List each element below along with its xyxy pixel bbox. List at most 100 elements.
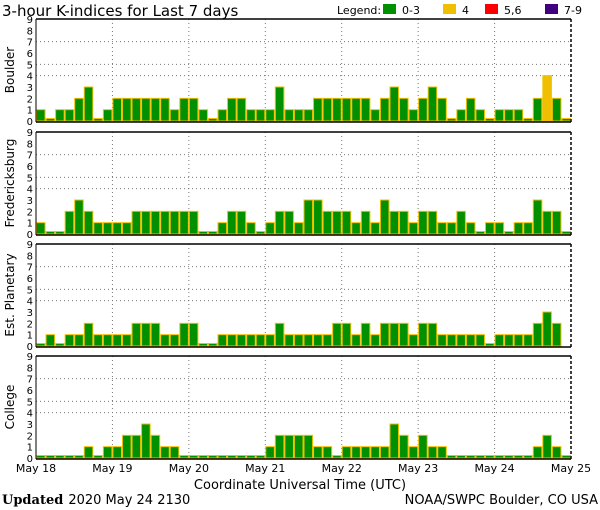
- bar: [293, 109, 304, 122]
- bar: [141, 322, 151, 347]
- bar: [93, 334, 103, 347]
- bar: [532, 199, 543, 235]
- bar: [446, 334, 457, 347]
- bar: [399, 434, 409, 459]
- bar: [303, 109, 314, 122]
- y-tick-label: 6: [27, 274, 33, 285]
- bar: [131, 210, 142, 235]
- x-tick-label: May 23: [398, 462, 438, 475]
- bar: [523, 455, 533, 459]
- bar: [513, 334, 524, 347]
- bar: [313, 446, 323, 459]
- bar: [437, 222, 447, 235]
- bar: [198, 455, 208, 459]
- y-tick-label: 8: [27, 26, 33, 37]
- bar: [227, 210, 237, 235]
- bar: [379, 322, 390, 347]
- bar: [427, 322, 438, 347]
- bar: [74, 97, 84, 122]
- bar: [465, 97, 476, 122]
- y-tick-label: 5: [27, 60, 33, 71]
- bar: [284, 210, 294, 235]
- bar: [284, 434, 294, 459]
- bar: [93, 455, 103, 459]
- bar: [36, 343, 46, 347]
- bar: [169, 109, 180, 122]
- bar: [45, 334, 56, 347]
- x-axis-label: Coordinate Universal Time (UTC): [194, 478, 406, 493]
- bar: [102, 109, 113, 122]
- y-tick-label: 3: [27, 83, 33, 94]
- bar: [169, 446, 180, 459]
- bar: [446, 118, 457, 122]
- bar: [236, 455, 247, 459]
- bar: [332, 97, 342, 122]
- y-tick-label: 8: [27, 363, 33, 374]
- bar: [150, 322, 161, 347]
- y-tick-label: 5: [27, 397, 33, 408]
- bar: [36, 109, 46, 122]
- y-tick-label: 2: [27, 94, 33, 105]
- bar: [45, 231, 56, 235]
- bar: [542, 311, 552, 347]
- bar: [303, 334, 314, 347]
- bar: [265, 222, 275, 235]
- bar: [370, 222, 380, 235]
- bar: [332, 322, 342, 347]
- y-tick-label: 0: [27, 454, 33, 465]
- bar: [265, 334, 275, 347]
- bar: [399, 210, 409, 235]
- bar: [341, 446, 352, 459]
- bar: [551, 322, 562, 347]
- bar: [45, 118, 56, 122]
- bar: [437, 334, 447, 347]
- legend-label-3: 7-9: [564, 4, 582, 17]
- bar: [93, 118, 103, 122]
- y-tick-label: 5: [27, 285, 33, 296]
- y-tick-label: 4: [27, 72, 33, 83]
- bar: [246, 334, 256, 347]
- y-tick-label: 8: [27, 139, 33, 150]
- updated-value: 2020 May 24 2130: [68, 493, 190, 508]
- bar: [379, 97, 390, 122]
- bar: [303, 199, 314, 235]
- bar: [532, 446, 543, 459]
- bar: [475, 334, 486, 347]
- bar: [150, 97, 161, 122]
- bar: [551, 97, 562, 122]
- bar: [475, 231, 486, 235]
- bar: [112, 334, 122, 347]
- y-tick-label: 0: [27, 342, 33, 353]
- y-tick-label: 1: [27, 219, 33, 230]
- bar: [274, 86, 285, 122]
- y-tick-label: 1: [27, 443, 33, 454]
- bar: [313, 199, 323, 235]
- x-tick-label: May 21: [245, 462, 285, 475]
- bar: [494, 109, 505, 122]
- bar: [446, 222, 457, 235]
- bar: [313, 97, 323, 122]
- updated-label: Updated: [2, 493, 63, 508]
- bar: [542, 434, 552, 459]
- bar: [141, 97, 151, 122]
- y-tick-label: 7: [27, 151, 33, 162]
- bar: [494, 455, 505, 459]
- bar: [379, 199, 390, 235]
- series-label: Fredericksburg: [3, 139, 17, 228]
- bar: [351, 334, 361, 347]
- bar: [227, 97, 237, 122]
- bar: [456, 334, 466, 347]
- y-tick-label: 6: [27, 49, 33, 60]
- bar: [542, 75, 552, 122]
- bar: [284, 109, 294, 122]
- bar: [255, 334, 266, 347]
- bar: [217, 109, 228, 122]
- bar: [370, 109, 380, 122]
- bar: [408, 446, 419, 459]
- x-tick-label: May 25: [551, 462, 591, 475]
- bar: [131, 97, 142, 122]
- bar: [513, 455, 524, 459]
- bar: [207, 455, 218, 459]
